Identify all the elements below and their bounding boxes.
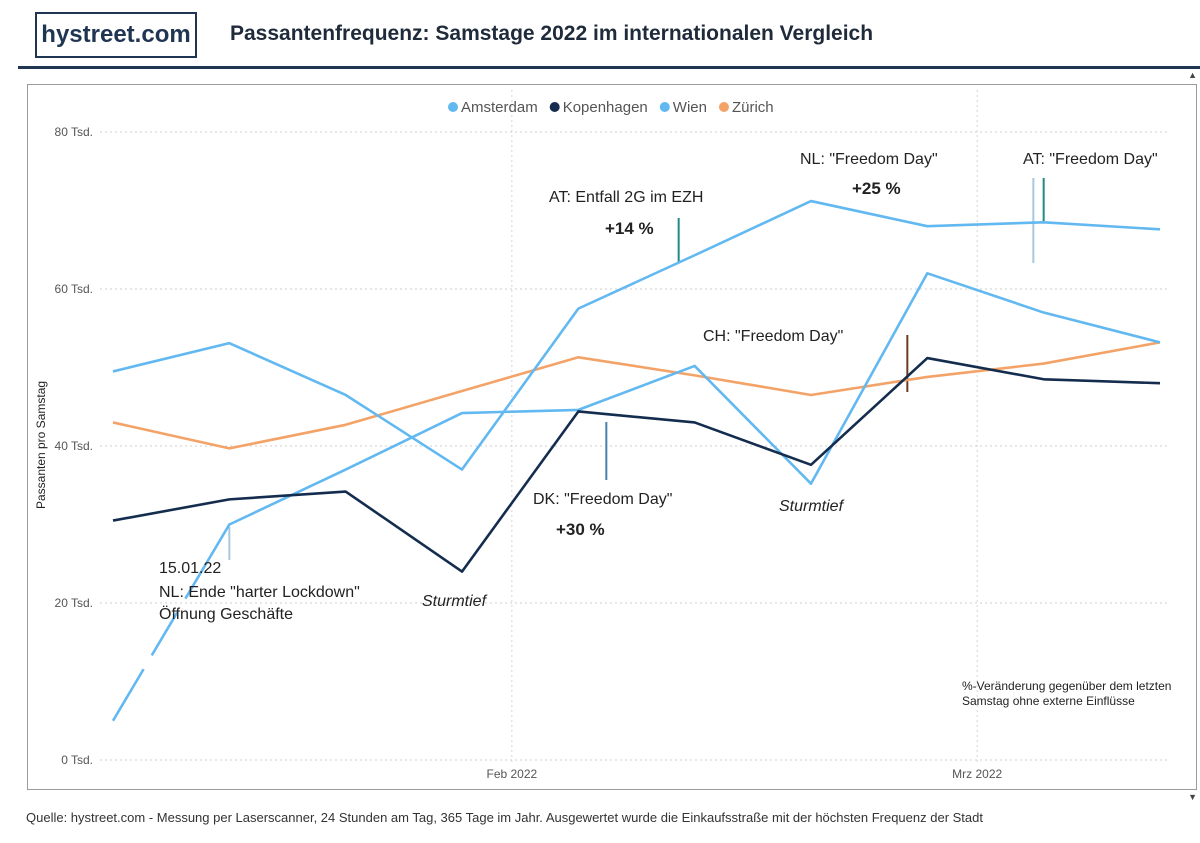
annotation-at-2g-change: +14 % [605,219,654,238]
legend-label-amsterdam: Amsterdam [461,99,538,116]
source-note: Quelle: hystreet.com - Messung per Laser… [26,810,983,825]
annotation-at-2g: AT: Entfall 2G im EZH [549,189,703,206]
page-title: Passantenfrequenz: Samstage 2022 im inte… [230,22,874,45]
legend-label-zrich: Zürich [732,99,774,116]
y-tick-label: 0 Tsd. [61,753,93,767]
y-axis-label: Passanten pro Samstag [34,381,48,509]
annotation-sturmtief-2: Sturmtief [779,498,845,515]
x-tick-label: Mrz 2022 [952,767,1002,781]
series-line-zrich [112,341,1161,450]
scroll-up-icon[interactable]: ▲ [1188,70,1197,80]
y-tick-label: 20 Tsd. [55,596,93,610]
annotation-nl-lockdown-line-2: NL: Ende "harter Lockdown" [159,584,360,601]
hystreet-logo: hystreet.com [35,12,197,58]
note-line-1: %-Veränderung gegenüber dem letzten [962,679,1171,693]
series-line-amsterdam [111,272,1161,722]
annotation-sturmtief-1: Sturmtief [422,593,488,610]
legend-marker-zrich [718,102,729,112]
annotation-nl-lockdown-line-1: 15.01.22 [159,560,221,577]
y-tick-label: 60 Tsd. [55,282,93,296]
y-tick-label: 40 Tsd. [55,439,93,453]
annotation-nl-change: +25 % [852,179,901,198]
annotation-nl-freedom-day: NL: "Freedom Day" [800,151,938,168]
legend-label-kopenhagen: Kopenhagen [563,99,648,116]
annotation-dk-change: +30 % [556,520,605,539]
x-tick-label: Feb 2022 [486,767,537,781]
series-line-kopenhagen [112,356,1161,573]
annotation-dk-freedom-day: DK: "Freedom Day" [533,491,672,508]
annotation-at-freedom-day: AT: "Freedom Day" [1023,151,1158,168]
annotation-ch-freedom-day: CH: "Freedom Day" [703,328,843,345]
legend-marker-amsterdam [448,102,458,112]
y-tick-label: 80 Tsd. [55,125,93,139]
legend-label-wien: Wien [673,99,707,116]
annotation-nl-lockdown-line-3: Öffnung Geschäfte [159,605,293,623]
note-line-2: Samstag ohne externe Einflüsse [962,694,1135,708]
title-divider [18,66,1200,69]
scroll-down-icon[interactable]: ▼ [1188,792,1197,802]
series-line-wien [112,199,1161,471]
legend-marker-wien [659,102,670,112]
legend-marker-kopenhagen [549,102,560,112]
chart-frame [27,84,1197,790]
annotation-nl-lockdown: 15.01.22 NL: Ende "harter Lockdown" Öffn… [159,560,360,623]
